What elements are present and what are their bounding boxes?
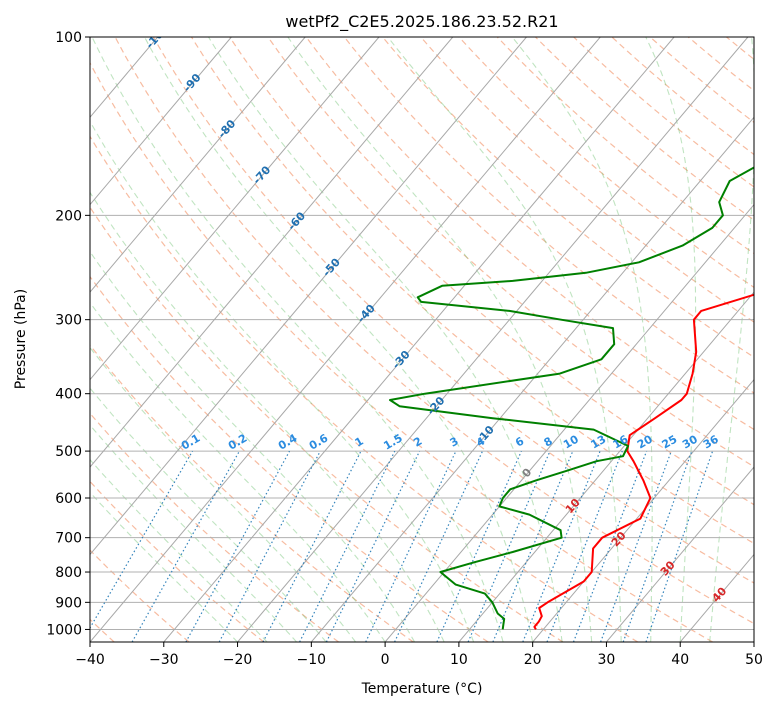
isotherm [90, 37, 527, 556]
y-tick-label: 600 [55, 491, 82, 507]
dry-adiabat [229, 37, 754, 506]
isotherm [90, 37, 306, 293]
y-tick-label: 900 [55, 595, 82, 611]
y-axis: 100 200 300 400 500 600 700 800 900 1000 [46, 30, 90, 638]
isotherm [237, 37, 749, 642]
y-axis-label: Pressure (hPa) [13, 289, 29, 389]
x-tick-label: 30 [598, 652, 616, 668]
moist-adiabat [511, 37, 653, 642]
dewpoint-line [389, 166, 754, 630]
isotherm [606, 466, 754, 642]
mixing-ratio-line [436, 450, 522, 642]
moist-adiabat [90, 250, 416, 642]
mixing-ratio-line [325, 450, 421, 642]
mixing-ratio-line [622, 450, 693, 642]
dry-adiabat [573, 37, 754, 188]
y-tick-label: 400 [55, 387, 82, 403]
moist-adiabat [287, 37, 593, 642]
moist-adiabat [208, 37, 563, 642]
dry-adiabat [496, 37, 754, 255]
x-tick-label: −20 [223, 652, 253, 668]
isotherm [310, 116, 754, 642]
dry-adiabat [90, 135, 639, 642]
plot-frame [89, 36, 755, 643]
isotherms [90, 37, 754, 642]
isotherm [384, 203, 754, 642]
dry-adiabat [90, 275, 489, 642]
mixing-ratio-line [467, 450, 551, 642]
x-tick-label: 50 [745, 652, 763, 668]
isotherm [532, 378, 754, 642]
mixing-ratio-lines [90, 450, 714, 642]
moist-adiabat [90, 191, 445, 642]
dry-adiabat [534, 37, 754, 221]
dry-adiabat [343, 37, 754, 394]
moist-adiabat [90, 387, 327, 642]
x-tick-label: 40 [671, 652, 689, 668]
x-tick-label: 20 [524, 652, 542, 668]
mixing-ratio-line [645, 450, 714, 642]
dry-adiabat [152, 37, 754, 584]
y-tick-label: 800 [55, 565, 82, 581]
y-tick-label: 100 [55, 30, 82, 46]
y-tick-label: 500 [55, 444, 82, 460]
y-tick-label: 700 [55, 531, 82, 547]
moist-adiabat [90, 301, 386, 642]
mixing-ratio-line [218, 450, 321, 642]
isotherm [90, 37, 601, 642]
mixing-ratio-line [185, 450, 291, 642]
moist-adiabats [90, 37, 754, 642]
moist-adiabat [387, 37, 622, 642]
isotherm [458, 291, 754, 642]
profile-series [389, 166, 754, 630]
dry-adiabat [90, 480, 265, 642]
x-tick-label: 10 [450, 652, 468, 668]
moist-adiabat [144, 37, 534, 642]
moist-adiabat [709, 37, 754, 642]
dry-adiabat [190, 37, 754, 545]
x-axis: −40 −30 −20 −10 0 10 20 30 40 50 [75, 642, 763, 668]
moist-adiabat [645, 37, 697, 642]
isotherm [90, 37, 380, 381]
x-tick-label: −40 [75, 652, 105, 668]
x-tick-label: −30 [149, 652, 179, 668]
mixing-ratio-line [90, 450, 194, 630]
moist-adiabat [90, 120, 475, 642]
y-tick-label: 300 [55, 313, 82, 329]
x-axis-label: Temperature (°C) [361, 681, 483, 697]
dry-adiabat [114, 37, 754, 625]
dry-adiabat [305, 37, 754, 431]
isotherm [90, 37, 232, 206]
temperature-line [533, 293, 754, 630]
mixing-ratio-line [394, 450, 484, 642]
isotherm [163, 37, 675, 642]
chart-title: wetPf2_C2E5.2025.186.23.52.R21 [285, 12, 558, 32]
mixing-ratio-line [492, 450, 574, 642]
moist-adiabat [90, 346, 357, 642]
dry-adiabat [382, 37, 754, 358]
mixing-ratio-line [131, 450, 240, 642]
y-tick-label: 1000 [46, 622, 82, 638]
x-tick-label: 0 [381, 652, 390, 668]
x-tick-label: −10 [297, 652, 327, 668]
isotherm [90, 37, 454, 468]
dry-adiabat [90, 344, 414, 642]
y-tick-label: 200 [55, 208, 82, 224]
